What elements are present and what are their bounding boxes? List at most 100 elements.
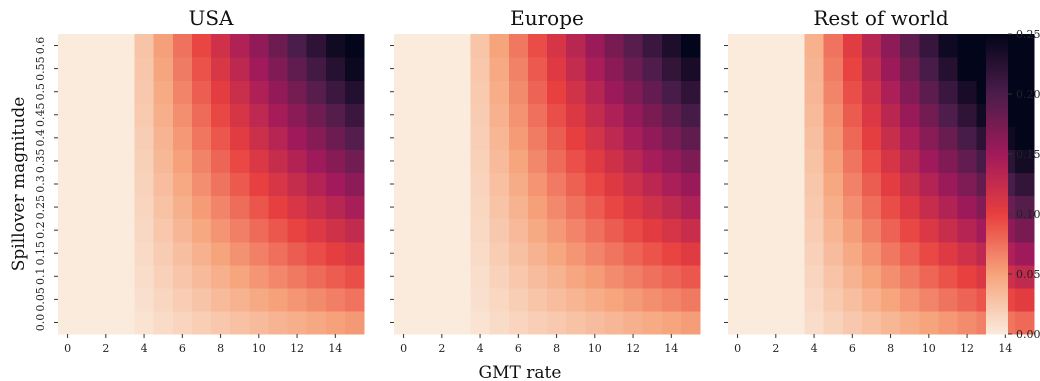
heatmap-cell (881, 126, 901, 150)
heatmap-cell (957, 172, 978, 197)
colorbar-step (986, 126, 1008, 129)
colorbar-step (986, 64, 1008, 67)
heatmap-cell (623, 172, 644, 197)
x-tick-label: 8 (217, 342, 224, 355)
heatmap-cell (394, 80, 414, 104)
colorbar-step (986, 190, 1008, 193)
heatmap-cell (287, 172, 308, 197)
colorbar-step (986, 186, 1008, 189)
colorbar: 0.00 0.05 0.10 0.15 0.20 0.25 (986, 28, 1040, 341)
heatmap-cell (804, 57, 825, 81)
colorbar-step (986, 144, 1008, 147)
heatmap-cell (134, 264, 155, 289)
heatmap-cell (191, 126, 212, 150)
heatmap-cell (191, 172, 212, 197)
heatmap-cell (451, 195, 472, 220)
heatmap-cell (96, 264, 116, 289)
heatmap-cell (623, 80, 644, 104)
heatmap-cell (747, 241, 767, 266)
x-axis-label: GMT rate (479, 363, 562, 381)
heatmap-cell (306, 172, 327, 197)
heatmap-cell (306, 310, 327, 335)
heatmap-cell (77, 264, 97, 289)
heatmap-cell (900, 264, 920, 289)
colorbar-step (986, 180, 1008, 183)
heatmap-cell (58, 195, 78, 220)
heatmap-cell (344, 57, 365, 81)
heatmap-cell (96, 195, 116, 220)
heatmap-cell (58, 241, 78, 266)
panel-title: Europe (510, 6, 584, 30)
heatmap-cell (268, 57, 289, 81)
heatmap-cell (172, 126, 193, 150)
colorbar-step (986, 112, 1008, 115)
colorbar-step (986, 170, 1008, 173)
heatmap-cell (766, 57, 786, 81)
colorbar-step (986, 182, 1008, 185)
heatmap-cell (547, 264, 567, 289)
heatmap-cell (785, 195, 806, 220)
heatmap-cell (804, 34, 825, 58)
heatmap-cell (306, 264, 327, 289)
colorbar-step (986, 288, 1008, 291)
heatmap-cell (661, 126, 682, 150)
heatmap-cell (508, 310, 529, 335)
heatmap-cell (642, 195, 663, 220)
heatmap-cell (432, 149, 452, 174)
heatmap-cell (325, 241, 346, 266)
heatmap-cell (211, 103, 231, 127)
heatmap-cell (957, 34, 978, 58)
colorbar-step (986, 172, 1008, 175)
heatmap-cell (919, 80, 939, 104)
heatmap-cell (728, 80, 748, 104)
heatmap-cell (172, 218, 193, 243)
heatmap-cell (642, 126, 663, 150)
heatmap-cell (680, 34, 701, 58)
heatmap-cell (153, 149, 174, 174)
heatmap-cell (413, 103, 433, 127)
heatmap-cell (306, 126, 327, 150)
heatmap-cell (413, 172, 433, 197)
heatmap-cell (804, 126, 825, 150)
heatmap-cell (566, 34, 586, 58)
heatmap-cell (287, 57, 308, 81)
heatmap-cell (547, 195, 567, 220)
colorbar-step (986, 90, 1008, 93)
heatmap-cell (642, 310, 663, 335)
heatmap-cell (58, 264, 78, 289)
heatmap-cell (861, 264, 882, 289)
heatmap-cell (823, 195, 844, 220)
heatmap-cell (585, 264, 605, 289)
heatmap-cell (661, 34, 682, 58)
heatmap-cell (470, 218, 491, 243)
x-tick-label: 4 (811, 342, 818, 355)
heatmap-cell (508, 287, 529, 312)
heatmap-cell (604, 126, 625, 150)
heatmap-cell (268, 34, 289, 58)
heatmap-cell (211, 149, 231, 174)
heatmap-cell (489, 310, 510, 335)
heatmap-cell (191, 57, 212, 81)
heatmap-cell (306, 195, 327, 220)
heatmap-cell (747, 34, 767, 58)
heatmap-cell (153, 57, 174, 81)
heatmap-cell (919, 126, 939, 150)
colorbar-step (986, 154, 1008, 157)
heatmap-cell (566, 241, 586, 266)
heatmap-cell (938, 264, 959, 289)
heatmap-cell (642, 149, 663, 174)
colorbar-step (986, 168, 1008, 171)
heatmap-cell (191, 34, 212, 58)
heatmap-cell (287, 80, 308, 104)
heatmap-cell (394, 287, 414, 312)
heatmap-cell (566, 310, 586, 335)
heatmap-cell (766, 34, 786, 58)
heatmap-cell (77, 172, 97, 197)
heatmap-cell (642, 287, 663, 312)
heatmap-cell (489, 57, 510, 81)
colorbar-step (986, 104, 1008, 107)
heatmap-cell (413, 241, 433, 266)
heatmap-cell (489, 287, 510, 312)
colorbar-step (986, 242, 1008, 245)
heatmap-cell (249, 57, 269, 81)
